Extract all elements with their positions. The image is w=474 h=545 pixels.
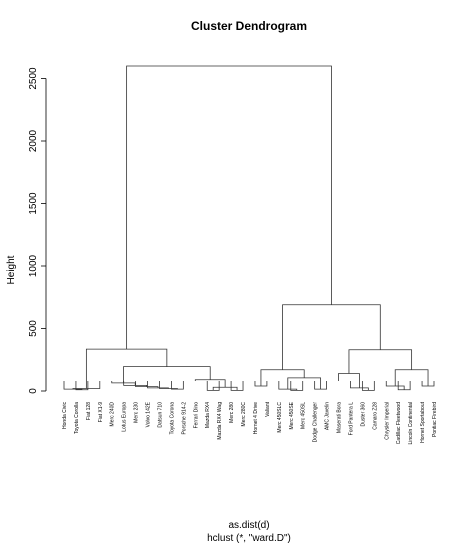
- leaf-label: Pontiac Firebird: [432, 402, 438, 437]
- leaf-label: Ferrari Dino: [193, 402, 199, 429]
- leaf-label: Duster 360: [360, 402, 366, 427]
- leaf-label: Maserati Bora: [337, 402, 343, 433]
- leaf-label: Merc 280: [229, 402, 235, 423]
- y-tick-label: 2500: [28, 67, 39, 90]
- y-tick-label: 2000: [28, 129, 39, 152]
- dendrogram-merge: [394, 369, 429, 386]
- leaf-label: Toyota Corona: [169, 402, 175, 435]
- leaf-label: Porsche 914-2: [181, 402, 187, 435]
- chart-title: Cluster Dendrogram: [191, 19, 307, 33]
- leaf-label: Merc 280C: [241, 402, 247, 427]
- leaf-label: Cadillac Fleetwood: [396, 402, 402, 444]
- y-tick-label: 0: [28, 388, 39, 394]
- leaf-label: Merc 240D: [110, 402, 116, 427]
- leaf-label: Valiant: [265, 401, 271, 417]
- dendrogram-merge: [282, 304, 381, 370]
- leaf-labels: Honda Civic Toyota Corolla Fiat 128 Fiat X1…: [62, 401, 438, 444]
- y-tick-label: 1000: [28, 254, 39, 277]
- y-tick-label: 1500: [28, 192, 39, 215]
- dendrogram-tree: [63, 65, 435, 391]
- dendrogram-merge: [194, 379, 226, 388]
- leaf-label: Mazda RX4: [205, 402, 211, 428]
- dendrogram-merge: [135, 381, 159, 388]
- leaf-label: Volvo 142E: [146, 401, 152, 427]
- x-axis-sublabel: hclust (*, "ward.D"): [207, 533, 291, 544]
- y-tick-label: 500: [28, 320, 39, 337]
- dendrogram-merge: [171, 381, 184, 390]
- leaf-label: Chrysler Imperial: [384, 402, 390, 440]
- leaf-label: Ford Pantera L: [348, 402, 354, 436]
- leaf-label: Dodge Challenger: [313, 402, 319, 443]
- leaf-label: Fiat X1-9: [98, 402, 104, 423]
- leaf-label: Merc 450SL: [301, 402, 307, 429]
- dendrogram-merge: [287, 377, 322, 390]
- leaf-label: Mazda RX4 Wag: [217, 402, 223, 440]
- leaf-label: Honda Civic: [62, 402, 68, 429]
- leaf-label: Fiat 128: [86, 402, 92, 420]
- leaf-label: Hornet Sportabout: [420, 401, 426, 442]
- x-axis-label: as.dist(d): [228, 520, 269, 531]
- leaf-label: Datsun 710: [157, 402, 163, 428]
- dendrogram-merge: [126, 65, 332, 350]
- leaf-label: Lotus Europa: [122, 402, 128, 432]
- dendrogram-merge: [212, 386, 238, 391]
- leaf-label: Hornet 4 Drive: [253, 402, 259, 434]
- leaf-label: Merc 450SE: [289, 401, 295, 429]
- leaf-label: Merc 230: [134, 402, 140, 423]
- y-axis: 0 500 1000 1500 2000 2500: [28, 67, 47, 394]
- leaf-label: Camaro Z28: [372, 402, 378, 430]
- leaf-label: AMC Javelin: [325, 402, 331, 430]
- dendrogram-merge: [123, 366, 211, 383]
- leaf-label: Toyota Corolla: [74, 402, 80, 434]
- y-axis-label: Height: [6, 255, 17, 284]
- leaf-label: Merc 450SLC: [277, 402, 283, 433]
- leaf-label: Lincoln Continental: [408, 402, 414, 445]
- dendrogram-merge: [338, 373, 360, 388]
